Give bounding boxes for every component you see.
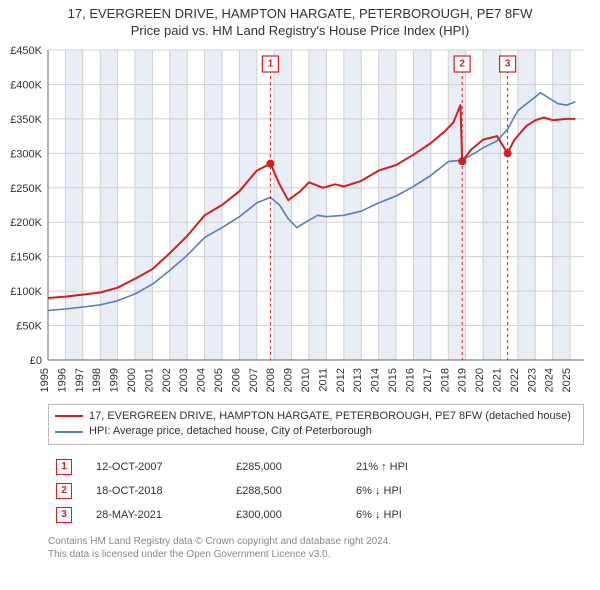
title-line-1: 17, EVERGREEN DRIVE, HAMPTON HARGATE, PE…: [0, 6, 600, 23]
svg-text:2008: 2008: [265, 368, 277, 392]
footnote-line-1: Contains HM Land Registry data © Crown c…: [48, 535, 584, 548]
svg-text:2017: 2017: [422, 368, 434, 392]
transaction-date: 12-OCT-2007: [88, 455, 228, 479]
svg-text:2011: 2011: [317, 368, 329, 392]
legend-swatch-hpi: [55, 431, 83, 433]
svg-text:£50K: £50K: [16, 320, 42, 332]
transaction-date: 18-OCT-2018: [88, 479, 228, 503]
svg-text:£200K: £200K: [10, 217, 42, 229]
svg-text:2005: 2005: [213, 368, 225, 392]
svg-text:2004: 2004: [196, 368, 208, 392]
legend-item-hpi: HPI: Average price, detached house, City…: [55, 424, 577, 439]
title-block: 17, EVERGREEN DRIVE, HAMPTON HARGATE, PE…: [0, 0, 600, 40]
transaction-row: 1 12-OCT-2007£285,00021% ↑ HPI: [48, 455, 584, 479]
transaction-diff: 6% ↓ HPI: [348, 503, 584, 527]
svg-text:2000: 2000: [126, 368, 138, 392]
transaction-marker: 2: [56, 483, 72, 499]
svg-text:2019: 2019: [457, 368, 469, 392]
svg-text:1997: 1997: [74, 368, 86, 392]
transaction-price: £300,000: [228, 503, 348, 527]
svg-text:1996: 1996: [56, 368, 68, 392]
svg-text:1999: 1999: [109, 368, 121, 392]
transaction-price: £285,000: [228, 455, 348, 479]
svg-text:£100K: £100K: [10, 286, 42, 298]
svg-text:1995: 1995: [39, 368, 51, 392]
svg-text:2015: 2015: [387, 368, 399, 392]
transaction-diff: 21% ↑ HPI: [348, 455, 584, 479]
svg-text:£150K: £150K: [10, 251, 42, 263]
legend: 17, EVERGREEN DRIVE, HAMPTON HARGATE, PE…: [48, 404, 584, 445]
svg-text:£350K: £350K: [10, 114, 42, 126]
svg-text:2: 2: [459, 58, 465, 69]
svg-text:£300K: £300K: [10, 148, 42, 160]
svg-text:£0: £0: [30, 355, 42, 367]
transaction-date: 28-MAY-2021: [88, 503, 228, 527]
svg-text:2009: 2009: [283, 368, 295, 392]
svg-text:2023: 2023: [526, 368, 538, 392]
footnote-line-2: This data is licensed under the Open Gov…: [48, 548, 584, 561]
svg-text:2010: 2010: [300, 368, 312, 392]
transaction-row: 3 28-MAY-2021£300,0006% ↓ HPI: [48, 503, 584, 527]
legend-swatch-property: [55, 415, 83, 417]
transaction-row: 2 18-OCT-2018£288,5006% ↓ HPI: [48, 479, 584, 503]
title-line-2: Price paid vs. HM Land Registry's House …: [0, 23, 600, 40]
svg-text:£250K: £250K: [10, 183, 42, 195]
svg-text:1: 1: [268, 58, 274, 69]
transaction-marker: 1: [56, 459, 72, 475]
svg-text:2020: 2020: [474, 368, 486, 392]
chart-svg: £0 £50K £100K £150K £200K £250K £300K £350K £400…: [0, 40, 600, 400]
svg-text:2007: 2007: [248, 368, 260, 392]
legend-label-hpi: HPI: Average price, detached house, City…: [89, 424, 372, 439]
transaction-diff: 6% ↓ HPI: [348, 479, 584, 503]
svg-text:2006: 2006: [230, 368, 242, 392]
svg-text:2018: 2018: [439, 368, 451, 392]
legend-item-property: 17, EVERGREEN DRIVE, HAMPTON HARGATE, PE…: [55, 409, 577, 424]
legend-label-property: 17, EVERGREEN DRIVE, HAMPTON HARGATE, PE…: [89, 409, 571, 424]
svg-text:2014: 2014: [370, 368, 382, 392]
svg-text:£400K: £400K: [10, 79, 42, 91]
svg-text:3: 3: [505, 58, 511, 69]
svg-text:2002: 2002: [161, 368, 173, 392]
svg-text:2021: 2021: [491, 368, 503, 392]
svg-text:2012: 2012: [335, 368, 347, 392]
footnote: Contains HM Land Registry data © Crown c…: [48, 535, 584, 561]
transaction-price: £288,500: [228, 479, 348, 503]
svg-text:2022: 2022: [509, 368, 521, 392]
svg-text:2016: 2016: [404, 368, 416, 392]
svg-text:2024: 2024: [544, 368, 556, 392]
chart: £0 £50K £100K £150K £200K £250K £300K £350K £400…: [0, 40, 600, 400]
transaction-marker: 3: [56, 507, 72, 523]
svg-text:2001: 2001: [143, 368, 155, 392]
svg-text:2025: 2025: [561, 368, 573, 392]
transactions-table: 1 12-OCT-2007£285,00021% ↑ HPI 2 18-OCT-201…: [48, 455, 584, 527]
svg-text:£450K: £450K: [10, 45, 42, 57]
svg-text:1998: 1998: [91, 368, 103, 392]
svg-text:2013: 2013: [352, 368, 364, 392]
svg-text:2003: 2003: [178, 368, 190, 392]
